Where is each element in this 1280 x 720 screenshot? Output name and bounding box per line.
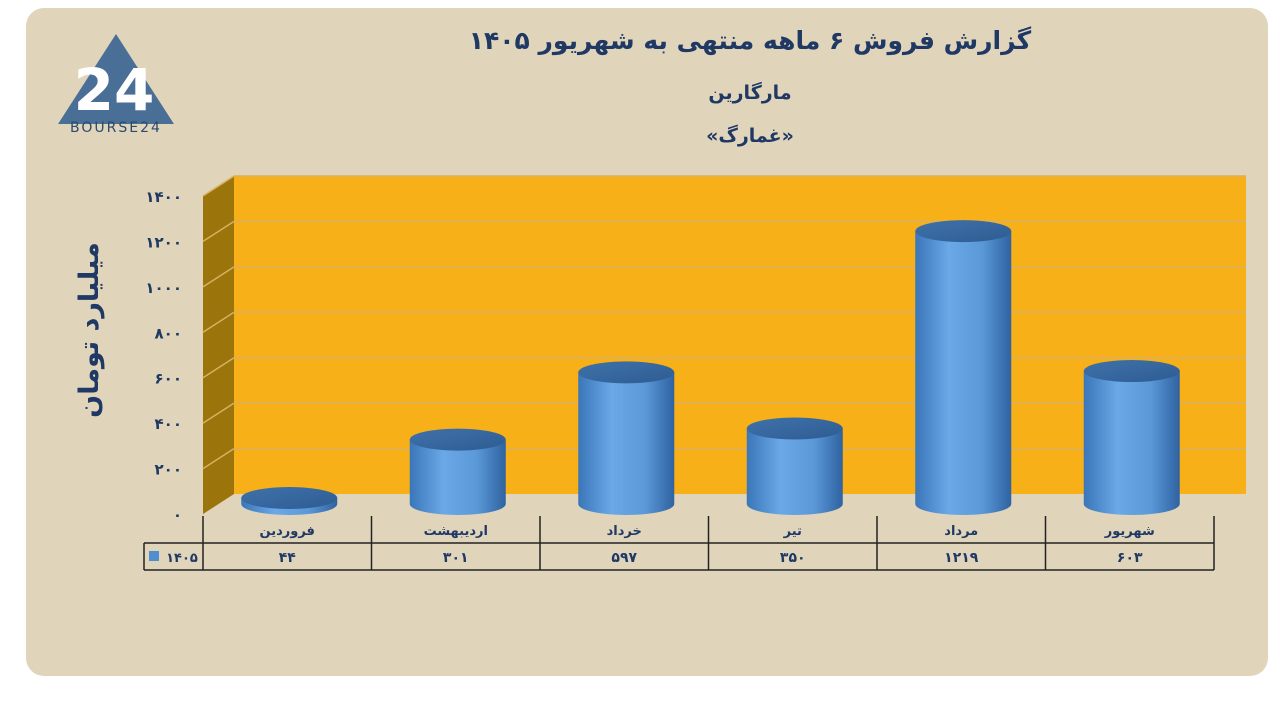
- x-tick-label: تیر: [783, 524, 802, 539]
- y-tick-label: ۱۰۰۰: [145, 279, 182, 297]
- data-label: ۶۰۳: [1117, 550, 1143, 566]
- bar-body: [409, 439, 506, 515]
- gridline-side: [202, 220, 235, 243]
- bar-body: [1083, 371, 1180, 515]
- y-tick-label: ۶۰۰: [155, 370, 182, 388]
- legend-swatch: [149, 551, 159, 561]
- logo-text: BOURSE24: [70, 120, 162, 136]
- gridline-side: [202, 311, 235, 333]
- bar-body: [746, 428, 843, 515]
- bar-body: [578, 372, 675, 515]
- legend-entry: ۱۴۰۵: [166, 551, 198, 566]
- logo-mark: 24: [74, 56, 155, 124]
- y-tick-label: ۸۰۰: [155, 324, 182, 342]
- y-tick-label: ۴۰۰: [155, 415, 182, 433]
- data-label: ۳۰۱: [443, 550, 469, 566]
- bar-top: [241, 487, 338, 510]
- bar: [241, 487, 338, 515]
- x-tick-label: مرداد: [944, 524, 978, 539]
- gridline-side: [202, 447, 235, 470]
- data-label: ۵۹۷: [611, 550, 637, 566]
- bar-body: [915, 231, 1012, 515]
- gridline-side: [202, 175, 235, 197]
- bar: [578, 361, 675, 515]
- plot-back-wall: [234, 176, 1246, 494]
- bar-top: [746, 417, 843, 440]
- bar: [409, 428, 506, 515]
- x-tick-label: شهریور: [1104, 524, 1155, 539]
- y-tick-label: ۰: [173, 506, 182, 524]
- data-label: ۱۲۱۹: [944, 550, 979, 566]
- data-label: ۳۵۰: [780, 550, 806, 566]
- x-tick-label: فروردین: [260, 524, 315, 539]
- gridline-side: [202, 402, 235, 424]
- bar-top: [915, 220, 1012, 243]
- bar-top: [409, 428, 506, 451]
- bar: [746, 417, 843, 515]
- x-tick-label: اردیبهشت: [424, 524, 488, 539]
- bar-top: [578, 361, 675, 384]
- data-label: ۴۴: [279, 550, 297, 566]
- ticker-symbol: «غمارگ»: [706, 125, 794, 147]
- bourse24-logo: 24: [58, 34, 174, 124]
- y-tick-label: ۱۲۰۰: [145, 233, 182, 251]
- gridline-side: [202, 266, 235, 288]
- logo-triangle: [58, 34, 174, 124]
- bar: [1083, 360, 1180, 515]
- gridline-side: [202, 357, 235, 379]
- plot-side-wall: [203, 176, 234, 514]
- y-tick-label: ۱۴۰۰: [145, 188, 182, 206]
- bar: [915, 220, 1012, 515]
- x-tick-label: خرداد: [607, 524, 642, 539]
- y-tick-label: ۲۰۰: [155, 461, 182, 479]
- company-name: مارگارین: [708, 82, 792, 104]
- bar-top: [1083, 360, 1180, 383]
- chart-title: گزارش فروش ۶ ماهه منتهی به شهریور ۱۴۰۵: [468, 26, 1032, 55]
